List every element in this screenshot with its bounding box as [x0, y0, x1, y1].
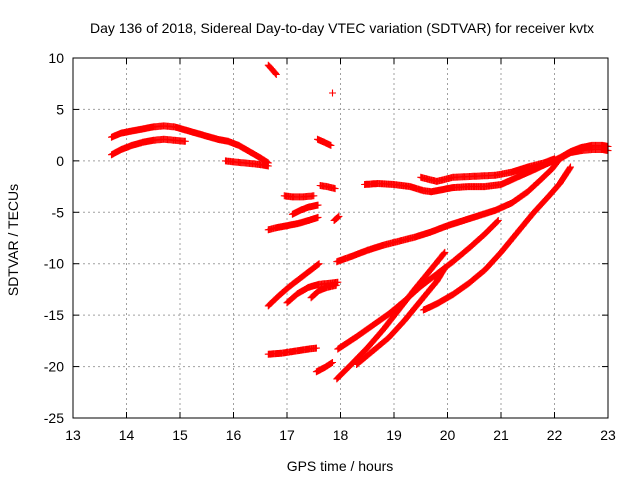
- series-arc-17c: [316, 182, 339, 193]
- series-arc-17i: [307, 281, 340, 302]
- series-markers: [312, 359, 336, 376]
- series-markers: [222, 157, 272, 170]
- series-markers: [288, 201, 322, 218]
- y-tick-label: -25: [44, 410, 64, 426]
- series-arc-rise-4: [419, 163, 574, 314]
- data-points: [108, 61, 612, 383]
- series-arc-17k: [312, 359, 336, 376]
- series-markers: [108, 135, 189, 159]
- y-tick-label: -5: [52, 204, 65, 220]
- series-markers: [419, 163, 574, 314]
- series-arc-17g: [264, 260, 323, 310]
- series-arc-early-lower: [108, 135, 189, 159]
- series-arc-17f: [330, 212, 343, 224]
- series-arc-17d: [288, 201, 322, 218]
- series-markers: [264, 61, 280, 78]
- series-markers: [330, 212, 343, 224]
- x-tick-label: 17: [279, 427, 295, 443]
- series-markers: [314, 135, 335, 149]
- chart-title: Day 136 of 2018, Sidereal Day-to-day VTE…: [90, 20, 594, 36]
- x-tick-label: 16: [226, 427, 242, 443]
- axis-ticks: 13 14 15 16 17 18 19 20 21 22 23 -25 -20 -15 -10 -5 0 5 10: [44, 50, 616, 443]
- x-tick-label: 23: [600, 427, 616, 443]
- series-arc-17j: [264, 344, 320, 358]
- y-axis-label: SDTVAR / TECUs: [5, 184, 21, 296]
- series-markers: [108, 122, 272, 167]
- x-tick-label: 15: [172, 427, 188, 443]
- series-markers: [264, 260, 323, 310]
- x-tick-label: 18: [333, 427, 349, 443]
- series-arc-rise-3: [333, 248, 449, 383]
- x-tick-label: 13: [65, 427, 81, 443]
- x-tick-label: 22: [547, 427, 563, 443]
- series-markers: [361, 141, 612, 196]
- grid: [73, 58, 608, 418]
- series-arc-rise-2: [353, 264, 449, 368]
- series-arc-top-1: [264, 61, 280, 78]
- series-arc-early-upper: [108, 122, 272, 167]
- y-tick-label: 0: [56, 153, 64, 169]
- y-tick-label: -10: [44, 256, 64, 272]
- x-tick-label: 14: [119, 427, 135, 443]
- y-tick-label: 5: [56, 101, 64, 117]
- series-arc-main-upper-2: [417, 155, 558, 185]
- series-markers: [316, 182, 339, 193]
- series-arc-17b: [280, 192, 318, 201]
- series-markers: [417, 155, 558, 185]
- series-arc-17e: [264, 213, 322, 234]
- series-markers: [333, 248, 449, 383]
- series-arc-top-2: [329, 89, 336, 97]
- x-axis-label: GPS time / hours: [287, 458, 394, 474]
- x-tick-label: 20: [440, 427, 456, 443]
- series-markers: [264, 344, 320, 358]
- series-arc-main-upper: [361, 141, 612, 196]
- series-markers: [307, 281, 340, 302]
- series-arc-16: [222, 157, 272, 170]
- series-markers: [353, 264, 449, 368]
- series-markers: [264, 213, 322, 234]
- y-tick-label: -15: [44, 307, 64, 323]
- y-tick-label: -20: [44, 359, 64, 375]
- x-tick-label: 21: [493, 427, 509, 443]
- x-tick-label: 19: [386, 427, 402, 443]
- series-markers: [329, 89, 336, 97]
- y-tick-label: 10: [48, 50, 64, 66]
- series-arc-17a: [314, 135, 335, 149]
- series-markers: [280, 192, 318, 201]
